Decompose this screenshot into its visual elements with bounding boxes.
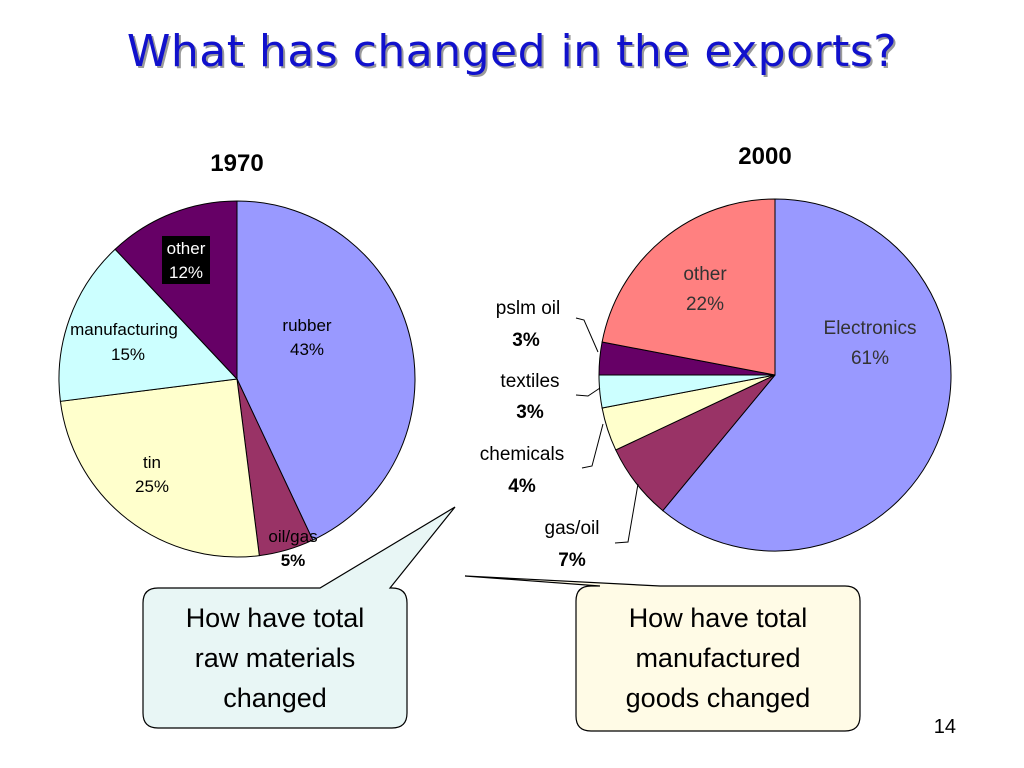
slice-pct-rubber: 43% <box>290 340 324 359</box>
callout-mfg-line-3: goods changed <box>625 683 811 713</box>
pie-2000: 2000 Electronics 61% other 22% pslm oil … <box>480 143 952 571</box>
slice-pct-tin: 25% <box>135 477 169 496</box>
callout-manufactured: How have total manufactured goods change… <box>576 598 860 718</box>
slice-label-oil-gas: oil/gas <box>268 527 317 546</box>
slice-label-tin: tin <box>143 453 161 472</box>
pie-slice-1970-manufacturing <box>58 248 239 402</box>
slice-pct-oil-gas: 5% <box>281 551 306 570</box>
leader-line-chemicals <box>581 423 604 469</box>
pie-slice-1970-tin <box>59 378 260 558</box>
slice-pct-textiles: 3% <box>516 402 544 423</box>
pie-slice-1970-rubber <box>236 200 416 541</box>
leader-line-gas-oil <box>614 483 639 544</box>
leader-line-textiles <box>575 387 601 397</box>
slice-label-chemicals: chemicals <box>480 444 564 465</box>
page-number: 14 <box>933 716 956 738</box>
slice-pct-electronics: 61% <box>851 348 889 369</box>
callout-mfg-line-1: How have total <box>628 603 808 633</box>
slice-label-pslm-oil: pslm oil <box>496 298 560 319</box>
pie-slice-2000-electronics <box>662 198 952 552</box>
callout-manufactured-bubble <box>464 575 861 732</box>
slice-label-manufacturing: manufacturing <box>70 320 178 339</box>
callout-raw-materials-bubble <box>142 506 456 729</box>
slide-title: What has changed in the exports? <box>126 26 898 77</box>
slice-pct-manufacturing: 15% <box>111 345 145 364</box>
pie-slice-2000-other <box>601 198 776 376</box>
slice-pct-other-1970: 12% <box>169 263 203 282</box>
callout-raw-line-1: How have total <box>185 603 365 633</box>
callout-raw-materials: How have total raw materials changed <box>143 598 407 718</box>
slice-label-textiles: textiles <box>500 371 559 392</box>
slice-pct-chemicals: 4% <box>508 476 536 497</box>
pie-1970: 1970 rubber 43% oil/gas 5% tin 25% manuf… <box>58 150 416 570</box>
callout-raw-line-2: raw materials <box>194 643 356 673</box>
other-label-box <box>162 236 210 284</box>
slice-pct-gas-oil: 7% <box>558 550 586 571</box>
callout-mfg-line-2: manufactured <box>635 643 801 673</box>
slice-label-rubber: rubber <box>282 316 331 335</box>
slice-label-other-2000: other <box>683 264 727 285</box>
slice-pct-other-2000: 22% <box>686 294 724 315</box>
chart-title-1970: 1970 <box>210 150 263 177</box>
slice-label-electronics: Electronics <box>824 318 917 339</box>
slice-label-gas-oil: gas/oil <box>545 518 600 539</box>
leader-line-pslm-oil <box>575 317 599 353</box>
slice-pct-pslm-oil: 3% <box>512 330 540 351</box>
callout-raw-line-3: changed <box>223 683 327 713</box>
slice-label-other-1970: other <box>167 239 206 258</box>
chart-title-2000: 2000 <box>738 143 791 170</box>
